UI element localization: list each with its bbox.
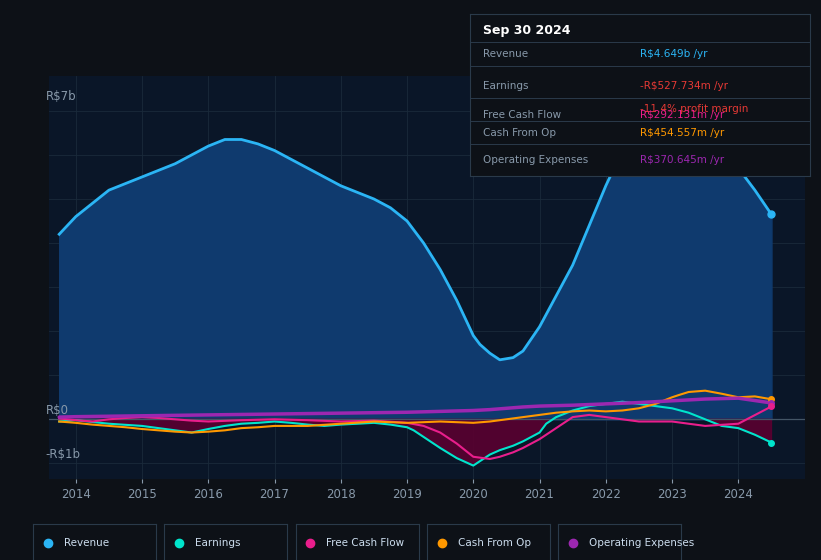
Text: Free Cash Flow: Free Cash Flow	[484, 110, 562, 120]
Text: Earnings: Earnings	[195, 538, 241, 548]
Text: Revenue: Revenue	[484, 49, 529, 59]
Text: -R$527.734m /yr: -R$527.734m /yr	[640, 81, 728, 91]
Text: Free Cash Flow: Free Cash Flow	[327, 538, 405, 548]
Text: R$7b: R$7b	[45, 90, 76, 103]
Text: -11.4% profit margin: -11.4% profit margin	[640, 104, 749, 114]
Text: R$292.131m /yr: R$292.131m /yr	[640, 110, 724, 120]
Text: R$0: R$0	[45, 404, 68, 417]
Text: -R$1b: -R$1b	[45, 449, 80, 461]
Text: Operating Expenses: Operating Expenses	[589, 538, 695, 548]
Text: R$4.649b /yr: R$4.649b /yr	[640, 49, 708, 59]
Text: Earnings: Earnings	[484, 81, 529, 91]
Text: Sep 30 2024: Sep 30 2024	[484, 24, 571, 37]
Text: Operating Expenses: Operating Expenses	[484, 155, 589, 165]
Text: R$370.645m /yr: R$370.645m /yr	[640, 155, 724, 165]
Text: Revenue: Revenue	[64, 538, 108, 548]
Text: Cash From Op: Cash From Op	[458, 538, 530, 548]
Text: R$454.557m /yr: R$454.557m /yr	[640, 128, 724, 138]
Text: Cash From Op: Cash From Op	[484, 128, 557, 138]
